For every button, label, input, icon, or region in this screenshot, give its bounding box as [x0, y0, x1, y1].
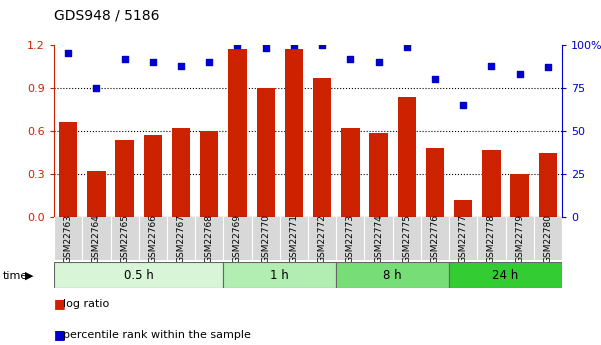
- Text: GSM22766: GSM22766: [148, 214, 157, 264]
- Text: GSM22779: GSM22779: [515, 214, 524, 264]
- Point: [430, 77, 440, 82]
- Bar: [115, 140, 134, 217]
- Text: GSM22771: GSM22771: [290, 214, 299, 264]
- Bar: [87, 171, 106, 217]
- Text: GSM22774: GSM22774: [374, 215, 383, 263]
- Text: GSM22775: GSM22775: [402, 214, 411, 264]
- Text: log ratio: log ratio: [63, 299, 109, 308]
- Text: GSM22777: GSM22777: [459, 214, 468, 264]
- Bar: [398, 97, 416, 217]
- Text: GSM22765: GSM22765: [120, 214, 129, 264]
- FancyBboxPatch shape: [336, 262, 449, 288]
- Text: GSM22769: GSM22769: [233, 214, 242, 264]
- Point: [233, 42, 242, 48]
- Point: [261, 46, 270, 51]
- Bar: [510, 174, 529, 217]
- Bar: [285, 49, 303, 217]
- Bar: [370, 132, 388, 217]
- Text: GSM22764: GSM22764: [92, 215, 101, 263]
- Text: GSM22770: GSM22770: [261, 214, 270, 264]
- Text: GSM22767: GSM22767: [177, 214, 186, 264]
- Text: 8 h: 8 h: [383, 269, 402, 282]
- Bar: [172, 128, 191, 217]
- Point: [346, 56, 355, 61]
- Point: [148, 59, 157, 65]
- FancyBboxPatch shape: [224, 262, 336, 288]
- Bar: [257, 88, 275, 217]
- FancyBboxPatch shape: [449, 262, 562, 288]
- Point: [91, 85, 101, 91]
- Point: [487, 63, 496, 68]
- Point: [63, 51, 73, 56]
- Text: GSM22776: GSM22776: [430, 214, 439, 264]
- Point: [176, 63, 186, 68]
- Text: ■: ■: [54, 297, 66, 310]
- Text: time: time: [3, 271, 28, 281]
- Text: GSM22778: GSM22778: [487, 214, 496, 264]
- Text: 24 h: 24 h: [492, 269, 519, 282]
- Text: percentile rank within the sample: percentile rank within the sample: [63, 330, 251, 339]
- Bar: [538, 152, 557, 217]
- FancyBboxPatch shape: [54, 262, 224, 288]
- Point: [402, 44, 412, 49]
- Point: [120, 56, 129, 61]
- Text: GDS948 / 5186: GDS948 / 5186: [54, 9, 160, 23]
- Point: [374, 59, 383, 65]
- Bar: [341, 128, 359, 217]
- Text: 1 h: 1 h: [270, 269, 289, 282]
- Text: GSM22763: GSM22763: [64, 214, 73, 264]
- Point: [204, 59, 214, 65]
- Point: [543, 65, 553, 70]
- Text: ▶: ▶: [25, 271, 34, 281]
- Bar: [228, 49, 246, 217]
- Bar: [59, 122, 78, 217]
- Text: GSM22772: GSM22772: [317, 215, 326, 263]
- Bar: [200, 131, 218, 217]
- Bar: [482, 150, 501, 217]
- Text: GSM22773: GSM22773: [346, 214, 355, 264]
- Point: [317, 42, 327, 48]
- Text: ■: ■: [54, 328, 66, 341]
- Point: [289, 42, 299, 48]
- Text: GSM22768: GSM22768: [205, 214, 214, 264]
- Bar: [454, 200, 472, 217]
- Text: 0.5 h: 0.5 h: [124, 269, 154, 282]
- Point: [515, 71, 525, 77]
- Text: GSM22780: GSM22780: [543, 214, 552, 264]
- Bar: [144, 136, 162, 217]
- Bar: [426, 148, 444, 217]
- Point: [459, 102, 468, 108]
- Bar: [313, 78, 331, 217]
